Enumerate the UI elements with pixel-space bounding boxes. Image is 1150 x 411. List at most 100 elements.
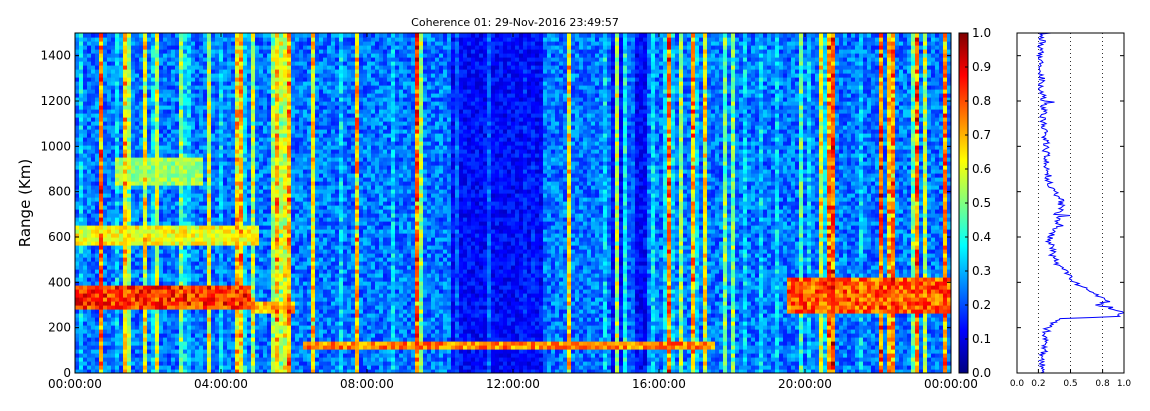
heatmap-cell — [187, 329, 192, 334]
heatmap-cell — [271, 45, 276, 50]
heatmap-cell — [239, 349, 244, 354]
heatmap-cell — [223, 309, 228, 314]
heatmap-cell — [119, 125, 124, 130]
heatmap-cell — [131, 105, 136, 110]
heatmap-cell — [263, 129, 268, 134]
heatmap-cell — [219, 193, 224, 198]
heatmap-cell — [239, 201, 244, 206]
heatmap-cell — [243, 349, 248, 354]
heatmap-cell — [239, 353, 244, 358]
heatmap-cell — [307, 297, 312, 302]
heatmap-cell — [159, 321, 164, 326]
heatmap-cell — [287, 65, 292, 70]
heatmap-cell — [95, 301, 100, 306]
heatmap-cell — [163, 349, 168, 354]
heatmap-cell — [283, 121, 288, 126]
heatmap-cell — [143, 193, 148, 198]
heatmap-cell — [167, 169, 172, 174]
heatmap-cell — [87, 345, 92, 350]
heatmap-cell — [183, 53, 188, 58]
heatmap-cell — [75, 365, 80, 370]
heatmap-cell — [275, 309, 280, 314]
heatmap-cell — [271, 141, 276, 146]
heatmap-cell — [195, 357, 200, 362]
heatmap-cell — [187, 117, 192, 122]
heatmap-cell — [267, 97, 272, 102]
heatmap-cell — [151, 121, 156, 126]
heatmap-cell — [171, 133, 176, 138]
heatmap-cell — [83, 93, 88, 98]
heatmap-cell — [199, 141, 204, 146]
heatmap-cell — [291, 45, 296, 50]
heatmap-cell — [175, 273, 180, 278]
heatmap-cell — [203, 357, 208, 362]
heatmap-cell — [307, 329, 312, 334]
heatmap-cell — [223, 353, 228, 358]
heatmap-cell — [223, 193, 228, 198]
heatmap-cell — [247, 173, 252, 178]
heatmap-cell — [75, 297, 80, 302]
heatmap-cell — [295, 41, 300, 46]
heatmap-cell — [295, 213, 300, 218]
heatmap-cell — [247, 133, 252, 138]
heatmap-cell — [243, 57, 248, 62]
heatmap-cell — [299, 201, 304, 206]
heatmap-cell — [99, 249, 104, 254]
heatmap-cell — [103, 125, 108, 130]
heatmap-cell — [271, 249, 276, 254]
heatmap-cell — [207, 229, 212, 234]
heatmap-cell — [127, 261, 132, 266]
heatmap-cell — [147, 369, 152, 373]
heatmap-cell — [247, 209, 252, 214]
heatmap-cell — [215, 345, 220, 350]
heatmap-cell — [83, 121, 88, 126]
heatmap-cell — [259, 105, 264, 110]
heatmap-cell — [267, 153, 272, 158]
heatmap-cell — [299, 309, 304, 314]
heatmap-cell — [123, 77, 128, 82]
heatmap-cell — [263, 217, 268, 222]
heatmap-cell — [151, 261, 156, 266]
heatmap-cell — [247, 329, 252, 334]
heatmap-cell — [203, 73, 208, 78]
heatmap-cell — [255, 349, 260, 354]
heatmap-cell — [127, 273, 132, 278]
heatmap-cell — [299, 361, 304, 366]
heatmap-cell — [107, 49, 112, 54]
heatmap-cell — [115, 249, 120, 254]
heatmap-cell — [211, 293, 216, 298]
heatmap-cell — [227, 93, 232, 98]
heatmap-cell — [143, 365, 148, 370]
heatmap-cell — [223, 157, 228, 162]
heatmap-cell — [239, 169, 244, 174]
heatmap-cell — [215, 273, 220, 278]
heatmap-cell — [259, 361, 264, 366]
heatmap-cell — [139, 109, 144, 114]
heatmap-cell — [287, 369, 292, 373]
heatmap-cell — [239, 125, 244, 130]
heatmap-cell — [263, 213, 268, 218]
heatmap-cell — [195, 89, 200, 94]
heatmap-cell — [139, 93, 144, 98]
heatmap-cell — [179, 361, 184, 366]
heatmap-cell — [147, 125, 152, 130]
heatmap-cell — [287, 81, 292, 86]
heatmap-cell — [231, 41, 236, 46]
heatmap-cell — [211, 133, 216, 138]
heatmap-cell — [223, 141, 228, 146]
heatmap-cell — [231, 345, 236, 350]
heatmap-cell — [207, 189, 212, 194]
heatmap-cell — [135, 293, 140, 298]
heatmap-cell — [271, 237, 276, 242]
heatmap-cell — [131, 297, 136, 302]
heatmap-cell — [95, 113, 100, 118]
heatmap-cell — [291, 113, 296, 118]
heatmap-cell — [231, 365, 236, 370]
heatmap-cell — [243, 277, 248, 282]
heatmap-cell — [287, 205, 292, 210]
heatmap-cell — [211, 329, 216, 334]
heatmap-cell — [219, 129, 224, 134]
heatmap-cell — [95, 33, 100, 38]
heatmap-cell — [287, 141, 292, 146]
heatmap-cell — [147, 201, 152, 206]
